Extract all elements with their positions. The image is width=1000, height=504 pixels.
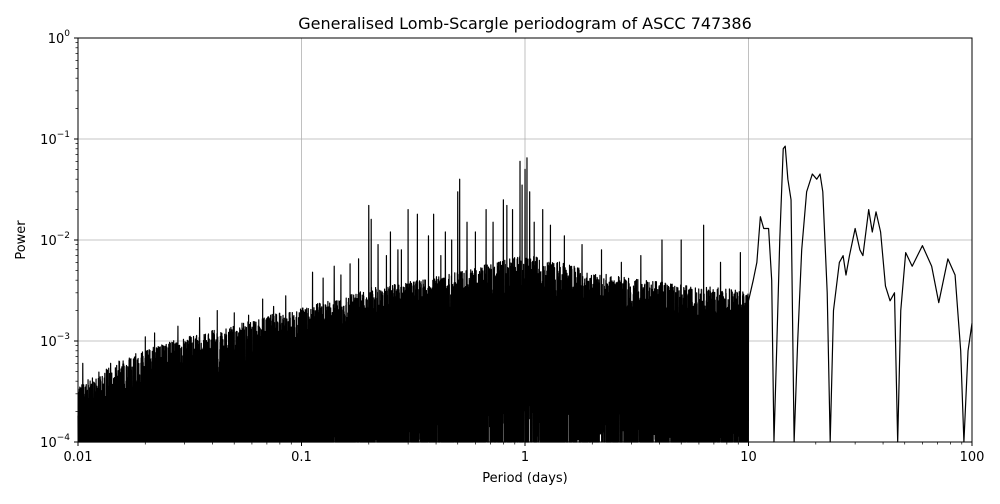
x-axis-label: Period (days) [482, 471, 568, 486]
y-tick-label: 10−2 [40, 231, 70, 249]
y-tick-label: 10−4 [40, 433, 70, 451]
x-tick-label: 100 [960, 450, 985, 465]
x-tick-label: 0.1 [291, 450, 312, 465]
x-tick-label: 0.01 [64, 450, 93, 465]
y-tick-label: 100 [48, 29, 71, 47]
plot-area [77, 145, 973, 443]
periodogram-series-line [77, 145, 973, 443]
x-tick-label: 10 [740, 450, 757, 465]
chart-title: Generalised Lomb-Scargle periodogram of … [298, 14, 752, 33]
y-tick-label: 10−1 [40, 130, 70, 148]
y-axis-label: Power [14, 220, 29, 260]
x-axis-ticks: 0.01 0.1 1 10 100 [64, 442, 985, 465]
y-axis-ticks: 10−4 10−3 10−2 10−1 100 [40, 29, 78, 451]
y-tick-label: 10−3 [40, 332, 70, 350]
x-tick-label: 1 [521, 450, 529, 465]
